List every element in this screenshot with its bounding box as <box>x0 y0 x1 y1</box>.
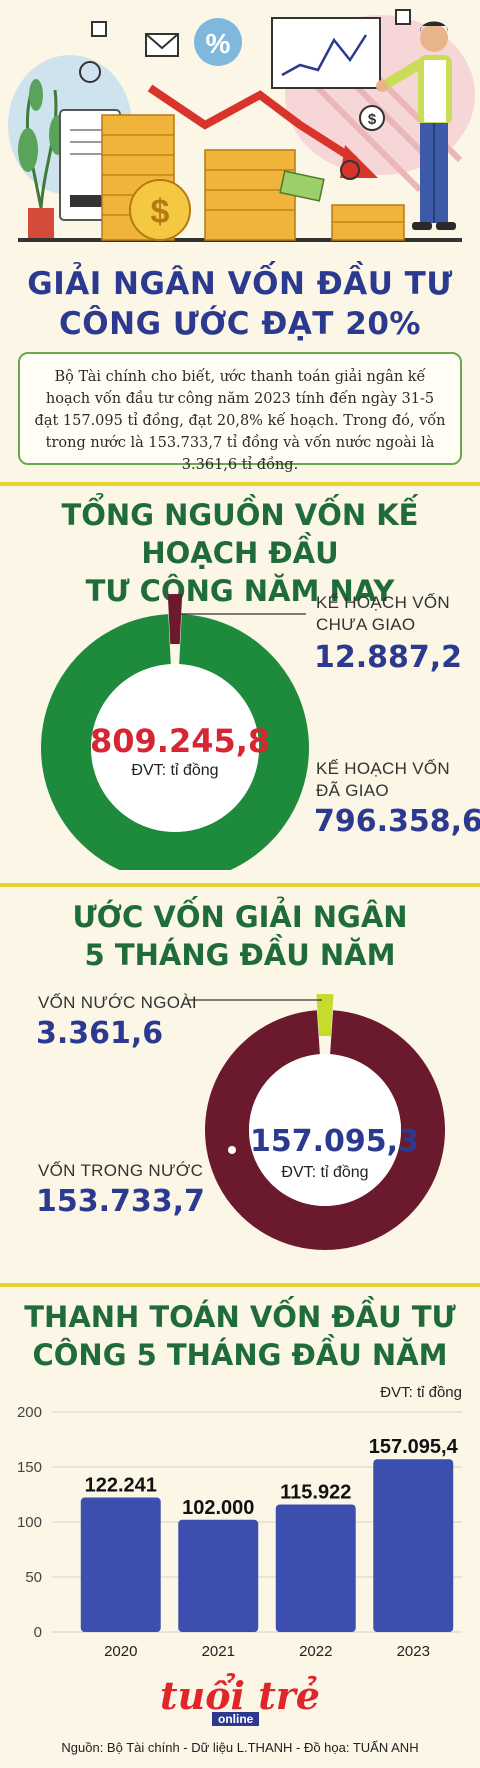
hero-illustration: $ % $ <box>0 0 480 250</box>
donut-2-label-domestic: VỐN TRONG NƯỚC <box>38 1161 204 1180</box>
donut-1-label-unassigned: KẾ HOẠCH VỐN CHƯA GIAO <box>316 592 450 636</box>
section-3-title: THANH TOÁN VỐN ĐẦU TƯ CÔNG 5 THÁNG ĐẦU N… <box>10 1298 470 1374</box>
bar-2022 <box>275 1504 356 1632</box>
y-tick-label-1: 50 <box>25 1569 42 1586</box>
bar-2023 <box>373 1459 454 1632</box>
donut-1-label-unassigned-line-1: KẾ HOẠCH VỐN <box>316 593 450 612</box>
donut-2-value-domestic: 153.733,7 <box>36 1184 205 1219</box>
donut-chart-1 <box>41 594 309 870</box>
donut-2-value-foreign: 3.361,6 <box>36 1016 164 1051</box>
section-2-title-line-1: ƯỚC VỐN GIẢI NGÂN <box>72 900 408 934</box>
donut-1-leader-dot-0 <box>244 764 252 772</box>
section-2-title-line-2: 5 THÁNG ĐẦU NĂM <box>84 938 396 972</box>
donut-1-value-assigned: 796.358,6 <box>314 804 480 839</box>
y-tick-label-3: 150 <box>17 1459 42 1476</box>
bar-chart-unit: ĐVT: tỉ đồng <box>380 1384 462 1401</box>
donut-1-label-assigned-line-1: KẾ HOẠCH VỐN <box>316 759 450 778</box>
donut-1-unit: ĐVT: tỉ đồng <box>131 762 219 779</box>
bar-value-label-2023: 157.095,4 <box>369 1436 459 1458</box>
donut-1-label-assigned-line-2: ĐÃ GIAO <box>316 781 389 800</box>
intro-text: Bộ Tài chính cho biết, ước thanh toán gi… <box>34 369 446 473</box>
y-tick-label-4: 200 <box>17 1404 42 1421</box>
source-credit: Nguồn: Bộ Tài chính - Dữ liệu L.THANH - … <box>61 1740 419 1755</box>
donut-2-slice-small <box>316 994 334 1037</box>
section-2-title: ƯỚC VỐN GIẢI NGÂN 5 THÁNG ĐẦU NĂM <box>10 898 470 974</box>
section-3-title-line-1: THANH TOÁN VỐN ĐẦU TƯ <box>24 1300 456 1334</box>
bar-value-label-2020: 122.241 <box>85 1475 157 1497</box>
main-title: GIẢI NGÂN VỐN ĐẦU TƯ CÔNG ƯỚC ĐẠT 20% <box>20 264 460 344</box>
section-3-title-line-2: CÔNG 5 THÁNG ĐẦU NĂM <box>32 1338 448 1372</box>
donut-2-center-disc <box>249 1054 401 1206</box>
divider <box>0 1283 480 1287</box>
donut-1-label-assigned: KẾ HOẠCH VỐN ĐÃ GIAO <box>316 758 450 802</box>
donut-1-label-unassigned-line-2: CHƯA GIAO <box>316 615 416 634</box>
y-tick-label-2: 100 <box>17 1514 42 1531</box>
donut-1-total: 809.245,8 <box>90 722 271 760</box>
bar-2020 <box>80 1497 161 1632</box>
donut-chart-2 <box>188 994 445 1250</box>
x-tick-label-2021: 2021 <box>202 1643 235 1660</box>
x-tick-label-2022: 2022 <box>299 1643 332 1660</box>
logo-sub: online <box>212 1712 260 1726</box>
section-1-title-line-1: TỔNG NGUỒN VỐN KẾ HOẠCH ĐẦU <box>61 498 419 570</box>
logo-main: tuổi trẻ <box>160 1673 320 1718</box>
svg-text:%: % <box>206 28 231 59</box>
bar-value-label-2022: 115.922 <box>280 1481 351 1503</box>
donut-2-leader-dot-0 <box>228 1146 236 1154</box>
bar-value-label-2021: 102.000 <box>182 1497 254 1519</box>
bar-2021 <box>178 1519 259 1632</box>
bar-chart: 0 50 100 150 200 122.241 2020 102.000 2021 115.92… <box>17 1404 462 1660</box>
section-1-title-line-2: TƯ CÔNG NĂM NAY <box>85 574 395 608</box>
donut-2-unit: ĐVT: tỉ đồng <box>281 1164 369 1181</box>
donut-1-slice-small <box>167 594 183 645</box>
donut-1-value-unassigned: 12.887,2 <box>314 640 463 675</box>
donut-2-total: 157.095,3 <box>250 1124 419 1159</box>
donut-1-center-disc <box>91 664 259 832</box>
divider <box>0 482 480 486</box>
x-tick-label-2020: 2020 <box>104 1643 137 1660</box>
donut-2-label-foreign: VỐN NƯỚC NGOÀI <box>38 993 197 1012</box>
divider <box>0 883 480 887</box>
main-title-line-1: GIẢI NGÂN VỐN ĐẦU TƯ <box>27 266 453 302</box>
section-1-title: TỔNG NGUỒN VỐN KẾ HOẠCH ĐẦU TƯ CÔNG NĂM … <box>10 496 470 610</box>
main-title-line-2: CÔNG ƯỚC ĐẠT 20% <box>59 306 421 342</box>
intro-box: Bộ Tài chính cho biết, ước thanh toán gi… <box>18 352 462 473</box>
svg-text:$: $ <box>151 193 170 231</box>
donut-2-slice-large <box>204 1010 445 1250</box>
svg-text:$: $ <box>368 111 377 128</box>
donut-1-slice-large <box>41 614 309 870</box>
x-tick-label-2023: 2023 <box>397 1643 430 1660</box>
y-tick-label-0: 0 <box>34 1624 42 1641</box>
logo: tuổi trẻ online <box>160 1676 320 1728</box>
